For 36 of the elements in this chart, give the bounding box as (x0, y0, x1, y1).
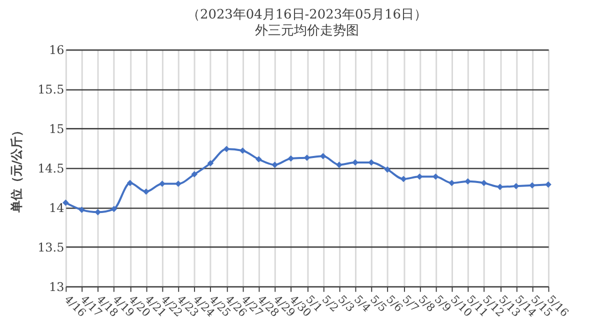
y-tick-label: 15.5 (38, 82, 64, 97)
point (78, 206, 85, 213)
point (320, 152, 326, 160)
y-tick-label: 16 (48, 43, 64, 58)
point (239, 147, 246, 154)
point (432, 174, 439, 180)
chart-subtitle: 外三元均价走势图 (254, 24, 359, 39)
point (496, 184, 504, 190)
point (480, 180, 488, 186)
point (142, 188, 150, 195)
point (336, 162, 342, 168)
point (464, 178, 471, 185)
chart-title: （2023年04月16日-2023年05月16日） (187, 8, 427, 23)
point (368, 159, 374, 166)
point (256, 156, 262, 162)
y-tick-label: 14 (48, 200, 64, 215)
y-tick-label: 14.5 (38, 161, 64, 176)
point (272, 162, 278, 168)
point (191, 171, 198, 178)
point (512, 182, 520, 190)
point (448, 180, 455, 186)
y-tick-label: 13 (48, 280, 64, 294)
point (110, 206, 118, 212)
point (384, 166, 391, 173)
y-tick-label: 13.5 (38, 240, 64, 254)
point (126, 180, 134, 186)
point (416, 174, 423, 180)
point (352, 159, 358, 166)
y-tick-label: 15 (48, 122, 64, 136)
point (223, 146, 230, 152)
y-axis-title: 单位（元/公斤） (10, 124, 24, 214)
point (207, 160, 214, 166)
point (288, 155, 294, 162)
point (400, 176, 407, 182)
point (545, 181, 552, 188)
point (304, 154, 310, 161)
